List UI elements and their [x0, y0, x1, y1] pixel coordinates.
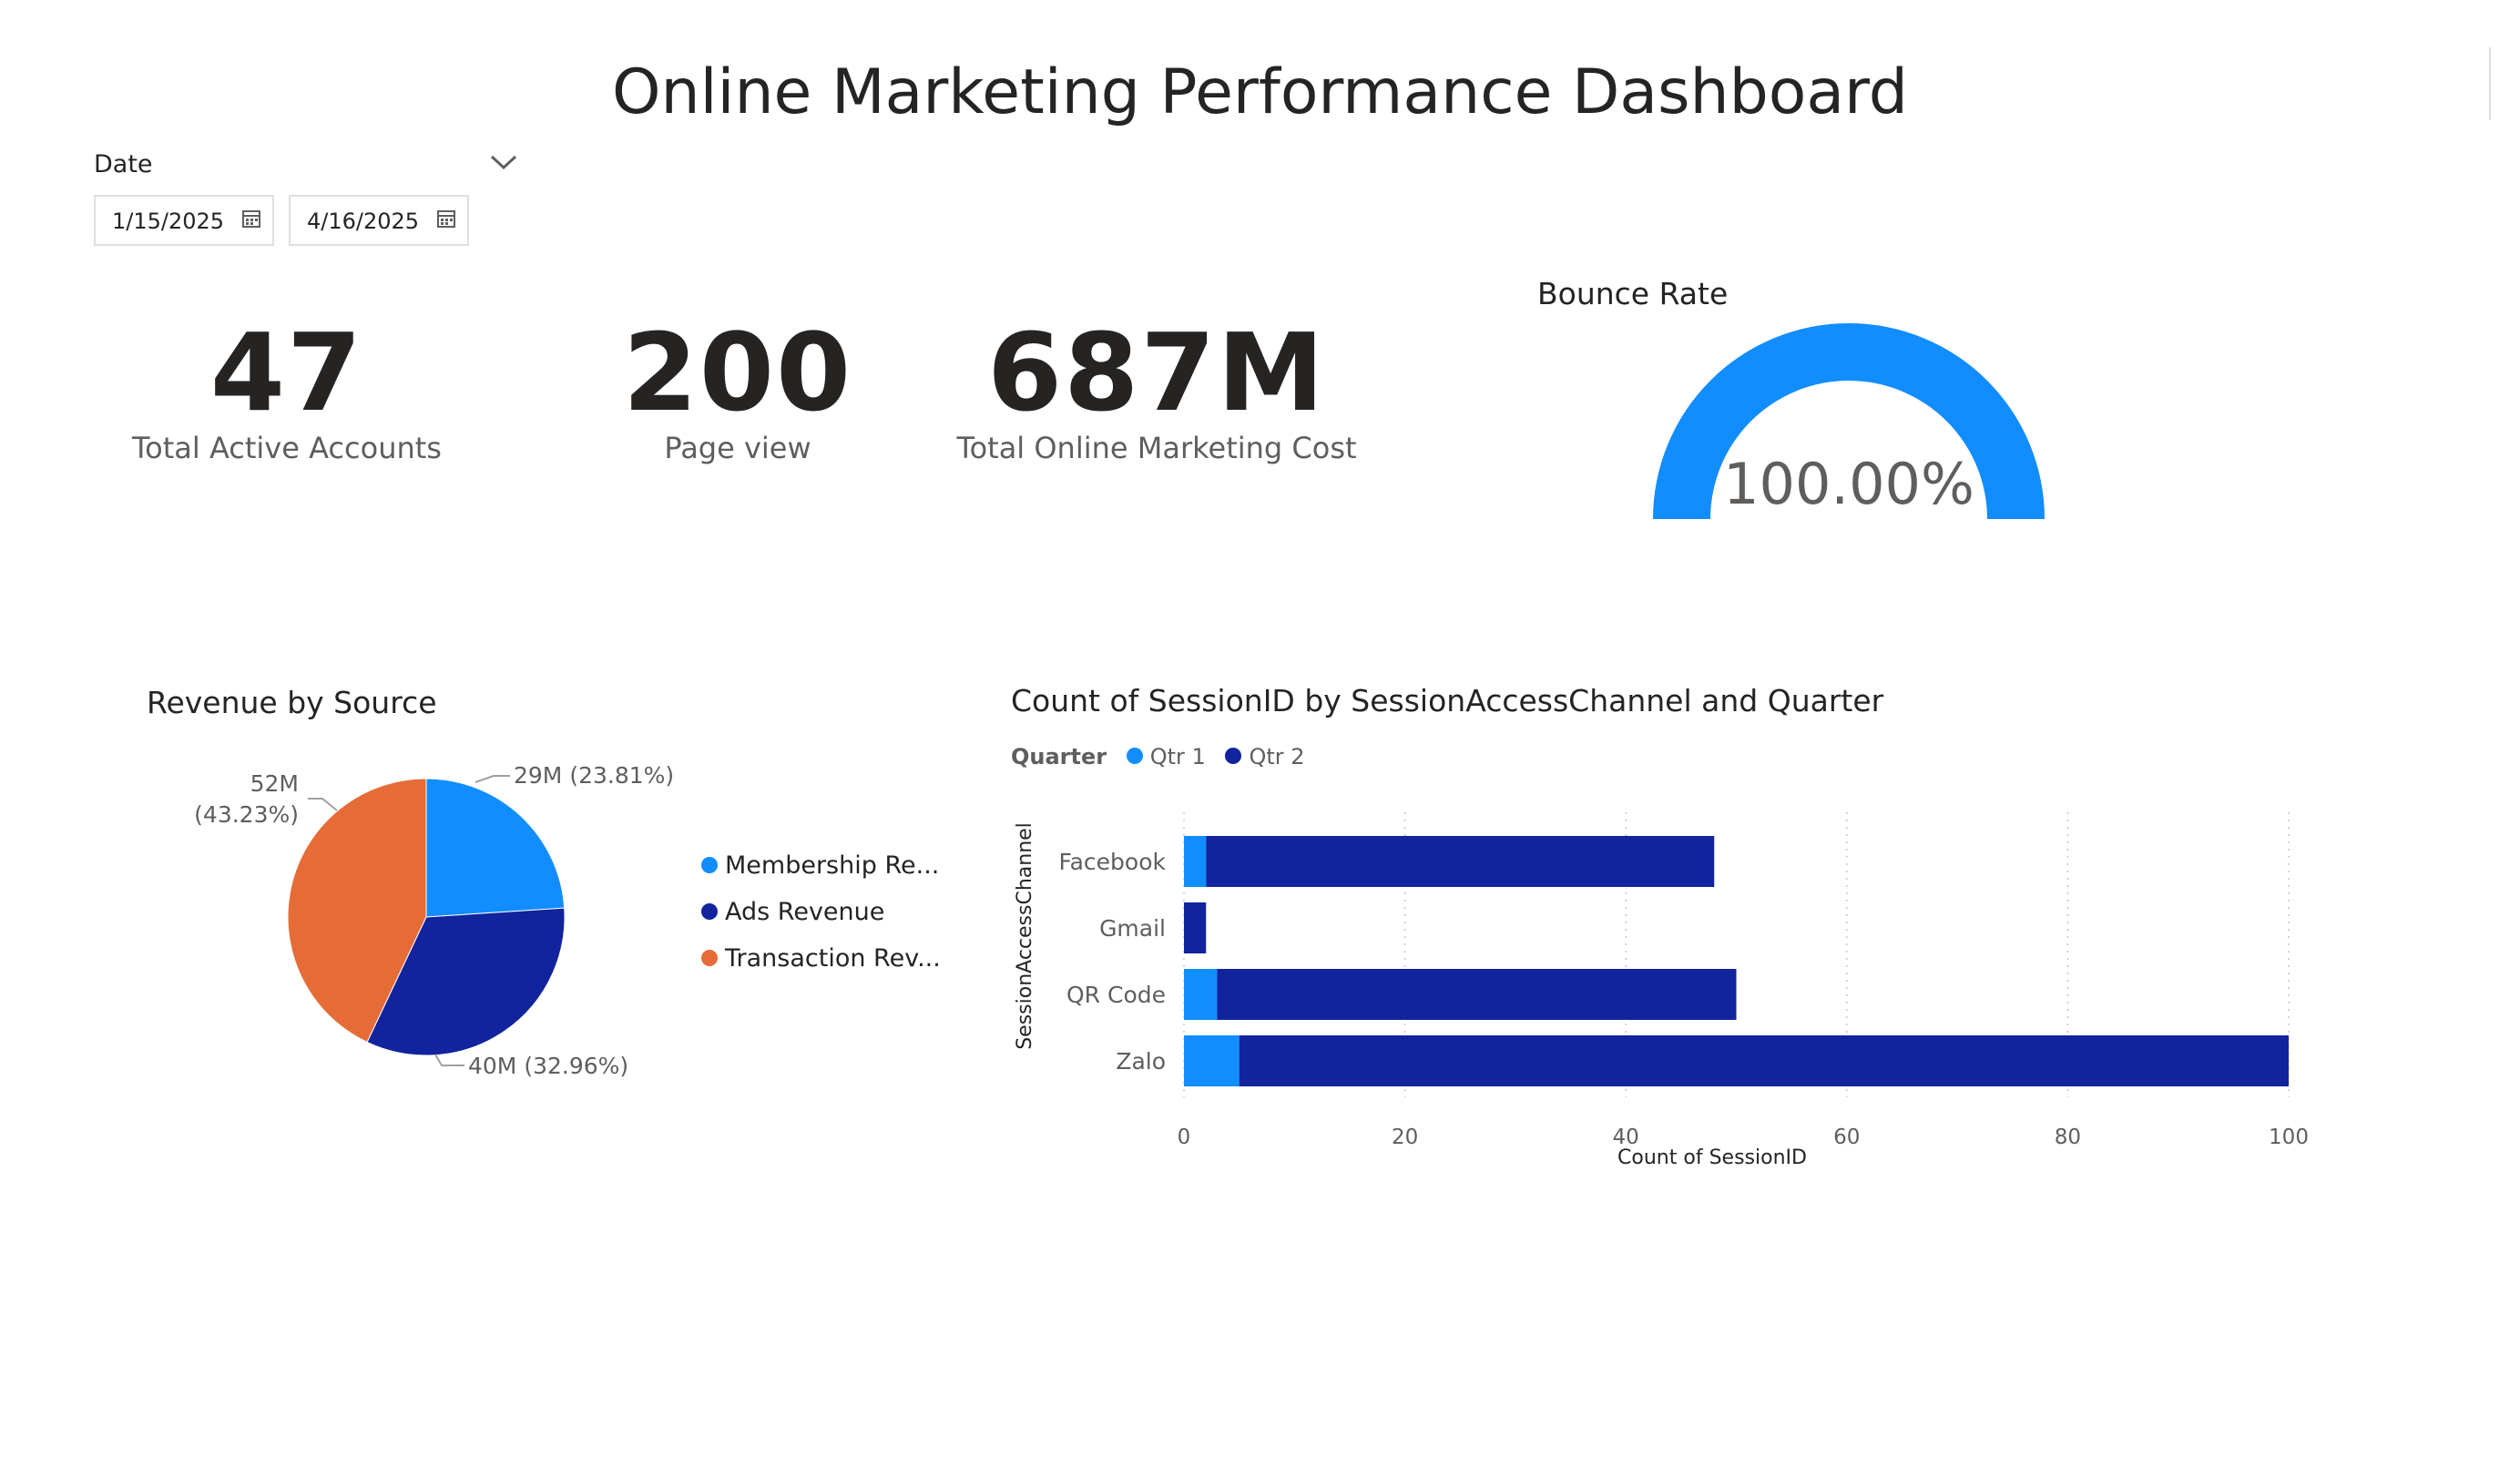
- pie-slice-membership-revenue[interactable]: [425, 778, 566, 918]
- legend-label: Transaction Rev...: [725, 944, 941, 973]
- slice-label-membership: 29M (23.81%): [514, 762, 674, 789]
- kpi-marketing-cost-label: Total Online Marketing Cost: [956, 431, 1357, 465]
- gauge-fill: [1653, 323, 2045, 519]
- bar-facebook-qtr2[interactable]: [1206, 836, 1715, 887]
- x-tick-label: 100: [2269, 1126, 2309, 1149]
- bar-chart-title: Count of SessionID by SessionAccessChann…: [1011, 683, 1884, 718]
- legend-item-qtr1[interactable]: Qtr 1: [1126, 744, 1206, 769]
- calendar-icon[interactable]: [436, 209, 456, 229]
- date-start-input[interactable]: 1/15/2025: [94, 195, 274, 246]
- bar-qr-code-qtr2[interactable]: [1217, 969, 1737, 1020]
- pie-legend: Membership Re... Ads Revenue Transaction…: [701, 851, 941, 991]
- slice-label-transaction-percent: (43.23%): [194, 801, 299, 828]
- pie-chart-title: Revenue by Source: [147, 685, 437, 720]
- leader-line: [308, 798, 338, 811]
- category-label: Zalo: [1116, 1048, 1166, 1075]
- kpi-marketing-cost-value: 687M: [987, 310, 1326, 435]
- category-label: Facebook: [1059, 849, 1167, 875]
- bar-qr-code-qtr1[interactable]: [1184, 969, 1218, 1020]
- date-end-input[interactable]: 4/16/2025: [289, 195, 469, 246]
- legend-label: Qtr 1: [1149, 744, 1206, 769]
- edge-divider: [2489, 47, 2491, 120]
- legend-label: Membership Re...: [725, 851, 940, 880]
- dashboard-title: Online Marketing Performance Dashboard: [612, 56, 1908, 128]
- x-tick-label: 80: [2055, 1126, 2081, 1149]
- legend-item-membership[interactable]: Membership Re...: [701, 851, 941, 880]
- slice-label-transaction-value: 52M: [250, 770, 299, 797]
- y-axis-title: SessionAccessChannel: [1014, 822, 1036, 1050]
- category-label: Gmail: [1099, 915, 1166, 942]
- session-bar-chart[interactable]: Facebook Gmail QR Code Zalo 0 20 40 60 80 100 Co…: [1002, 783, 2331, 1175]
- category-label: QR Code: [1066, 982, 1166, 1008]
- x-tick-label: 40: [1613, 1126, 1639, 1149]
- chevron-down-icon[interactable]: [488, 151, 519, 173]
- bar-zalo-qtr2[interactable]: [1239, 1035, 2289, 1086]
- revenue-pie-chart[interactable]: 29M (23.81%) 40M (32.96%) 52M (43.23%): [137, 728, 683, 1111]
- legend-dot: [701, 949, 718, 966]
- x-tick-label: 60: [1833, 1126, 1860, 1149]
- bar-gmail-qtr2[interactable]: [1184, 902, 1207, 953]
- bounce-rate-gauge[interactable]: 100.00%: [1639, 310, 2058, 528]
- leader-line: [474, 775, 510, 783]
- legend-item-qtr2[interactable]: Qtr 2: [1225, 744, 1305, 769]
- kpi-active-accounts-label: Total Active Accounts: [132, 431, 442, 465]
- slice-label-ads: 40M (32.96%): [468, 1053, 628, 1079]
- date-slicer-label: Date: [94, 150, 153, 178]
- legend-dot: [1126, 748, 1143, 764]
- bar-facebook-qtr1[interactable]: [1184, 836, 1207, 887]
- bar-zalo-qtr1[interactable]: [1184, 1035, 1240, 1086]
- legend-label: Qtr 2: [1249, 744, 1305, 769]
- legend-item-transaction[interactable]: Transaction Rev...: [701, 944, 941, 973]
- kpi-page-view-value: 200: [622, 310, 853, 435]
- x-tick-label: 0: [1178, 1126, 1191, 1149]
- calendar-icon[interactable]: [241, 209, 261, 229]
- leader-line: [434, 1054, 464, 1066]
- kpi-active-accounts-value: 47: [209, 310, 364, 435]
- bar-legend: Quarter Qtr 1 Qtr 2: [1011, 744, 1318, 769]
- legend-dot: [1225, 748, 1242, 764]
- pie-slice-ads-revenue[interactable]: [366, 907, 566, 1056]
- bounce-rate-value: 100.00%: [1723, 451, 1974, 517]
- bar-legend-title: Quarter: [1011, 744, 1107, 769]
- kpi-page-view-label: Page view: [664, 431, 811, 465]
- x-tick-label: 20: [1392, 1126, 1418, 1149]
- legend-dot: [701, 902, 718, 920]
- pie-slice-transaction-revenue[interactable]: [287, 778, 427, 1044]
- date-end-value: 4/16/2025: [307, 209, 420, 234]
- bounce-rate-title: Bounce Rate: [1537, 276, 1729, 311]
- date-start-value: 1/15/2025: [112, 209, 225, 234]
- x-axis-title: Count of SessionID: [1617, 1146, 1807, 1169]
- legend-label: Ads Revenue: [725, 898, 885, 926]
- legend-item-ads[interactable]: Ads Revenue: [701, 898, 941, 926]
- legend-dot: [701, 856, 718, 873]
